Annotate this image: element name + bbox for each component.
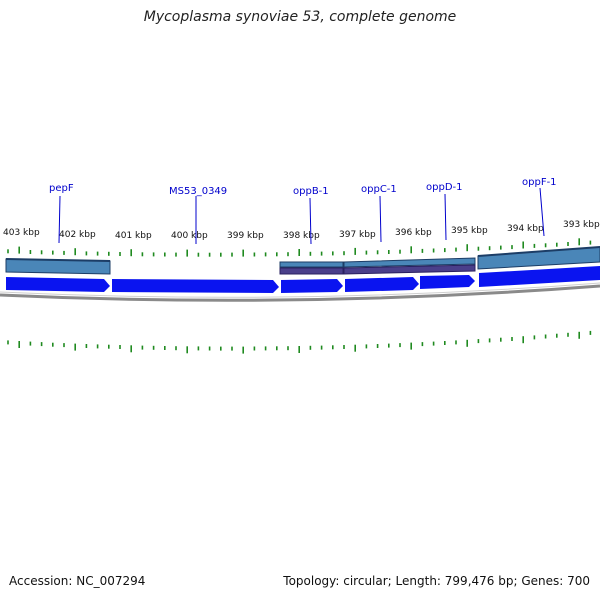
gene-leader-oppF-1 <box>539 187 545 237</box>
genome-summary-label: Topology: circular; Length: 799,476 bp; … <box>283 574 590 588</box>
feature-bar-2[interactable] <box>279 261 344 268</box>
gene-arrow-pepF[interactable] <box>6 277 110 292</box>
gene-leader-oppB-1 <box>309 197 312 245</box>
map-title: Mycoplasma synoviae 53, complete genome <box>143 9 457 25</box>
gene-arrow-oppB-1[interactable] <box>281 279 343 293</box>
scale-label-394kbp: 394 kbp <box>507 224 544 234</box>
genome-backbone-highlight <box>0 282 600 298</box>
gene-labels: pepF MS53_0349 oppB-1 oppC-1 oppD-1 oppF… <box>49 177 557 245</box>
scale-labels: 403 kbp 402 kbp 401 kbp 400 kbp 399 kbp … <box>3 220 600 241</box>
scale-label-398kbp: 398 kbp <box>283 231 320 241</box>
scale-label-396kbp: 396 kbp <box>395 228 432 238</box>
tick-marks-bottom <box>7 330 592 354</box>
feature-bar-2-purple[interactable] <box>279 267 344 275</box>
gene-arrow-oppD-1[interactable] <box>420 275 475 289</box>
gene-label-oppB-1[interactable]: oppB-1 <box>293 186 329 197</box>
gene-arrow-track <box>6 266 600 293</box>
scale-label-400kbp: 400 kbp <box>171 231 208 241</box>
feature-bar-4-top <box>477 246 600 257</box>
scale-label-397kbp: 397 kbp <box>339 230 376 240</box>
gene-label-oppF-1[interactable]: oppF-1 <box>522 177 557 188</box>
scale-label-395kbp: 395 kbp <box>451 226 488 236</box>
feature-bar-3-purple[interactable] <box>343 264 476 275</box>
genome-backbone <box>0 284 600 302</box>
gene-arrow-oppC-1[interactable] <box>345 277 419 292</box>
scale-label-401kbp: 401 kbp <box>115 231 152 241</box>
tick-marks-top <box>7 238 592 257</box>
scale-label-402kbp: 402 kbp <box>59 230 96 240</box>
gene-label-pepF[interactable]: pepF <box>49 183 74 194</box>
gene-arrow-oppF-1[interactable] <box>479 266 600 287</box>
gene-label-oppC-1[interactable]: oppC-1 <box>361 184 397 195</box>
gene-label-ms53-0349[interactable]: MS53_0349 <box>169 186 227 197</box>
scale-label-393kbp: 393 kbp <box>563 220 600 230</box>
scale-label-399kbp: 399 kbp <box>227 231 264 241</box>
accession-label: Accession: NC_007294 <box>9 574 146 588</box>
gene-leader-pepF <box>58 195 61 244</box>
gene-arrow-ms53-0349[interactable] <box>112 279 279 293</box>
feature-bar-4[interactable] <box>477 246 600 270</box>
feature-bar-3[interactable] <box>343 257 476 268</box>
gene-label-oppD-1[interactable]: oppD-1 <box>426 182 462 193</box>
scale-label-403kbp: 403 kbp <box>3 228 40 238</box>
gene-leader-oppD-1 <box>444 193 447 241</box>
feature-bar-1-top <box>5 258 111 262</box>
gene-leader-oppC-1 <box>379 195 382 243</box>
feature-track <box>5 246 600 275</box>
